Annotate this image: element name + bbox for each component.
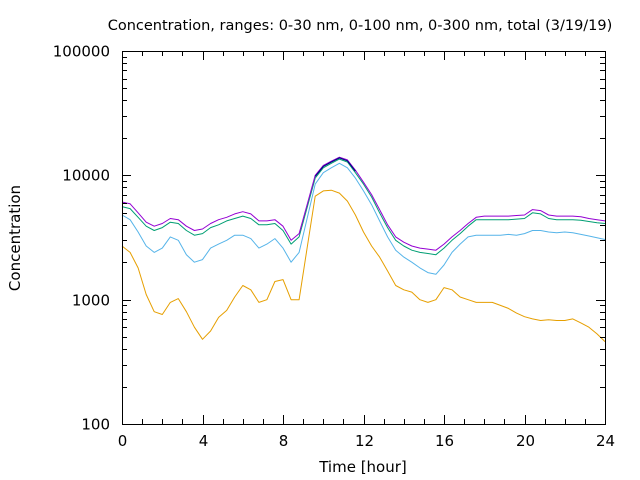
chart-title: Concentration, ranges: 0-30 nm, 0-100 nm…	[108, 18, 613, 34]
series-line-5	[314, 157, 356, 177]
series-line-1	[121, 189, 606, 342]
series-line-3	[121, 158, 606, 256]
y-tick-label: 10000	[62, 167, 110, 185]
x-axis-label: Time [hour]	[318, 458, 407, 476]
y-tick-label: 100	[81, 416, 110, 434]
x-tick-label: 0	[118, 432, 128, 450]
x-tick-label: 12	[355, 432, 374, 450]
y-axis: 100 1000 10000 100000	[53, 43, 605, 434]
plot-area	[121, 156, 606, 342]
x-axis: 0 4 8 12 16 20 24	[118, 51, 615, 450]
x-tick-label: 20	[516, 432, 535, 450]
x-tick-label: 8	[279, 432, 289, 450]
x-tick-label: 24	[596, 432, 615, 450]
x-tick-label: 16	[435, 432, 454, 450]
x-tick-label: 4	[199, 432, 209, 450]
y-tick-label: 1000	[72, 292, 110, 310]
series-line-2	[121, 162, 606, 275]
series-line-4	[121, 156, 606, 251]
y-tick-label: 100000	[53, 43, 110, 61]
y-axis-label: Concentration	[6, 185, 24, 291]
plot-frame	[122, 51, 606, 425]
